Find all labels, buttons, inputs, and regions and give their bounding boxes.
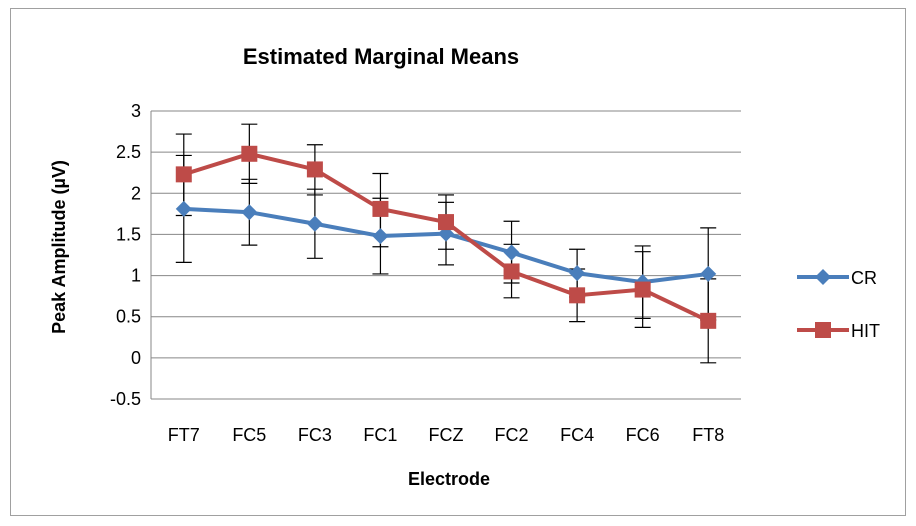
data-point-hit	[700, 312, 717, 329]
data-point-hit	[175, 166, 192, 183]
data-point-hit	[241, 145, 258, 162]
x-tick-label: FT7	[168, 425, 200, 445]
data-point-hit	[569, 287, 586, 304]
x-tick-label: FC4	[560, 425, 594, 445]
y-tick-label: 3	[131, 101, 141, 121]
series-lines	[175, 145, 717, 329]
data-point-hit	[634, 281, 651, 298]
legend-marker-cr	[815, 269, 831, 285]
x-tick-labels: FT7 FC5 FC3 FC1 FCZ FC2 FC4 FC6 FT8	[168, 425, 724, 445]
data-point-hit	[438, 214, 454, 231]
data-point-hit	[306, 161, 323, 178]
data-point-cr	[241, 204, 258, 221]
legend-label-cr: CR	[851, 268, 877, 288]
data-point-cr	[503, 244, 520, 261]
x-tick-label: FCZ	[429, 425, 464, 445]
y-tick-label: 0.5	[116, 307, 141, 327]
y-tick-label: 2.5	[116, 142, 141, 162]
x-tick-label: FT8	[692, 425, 724, 445]
x-tick-label: FC2	[495, 425, 529, 445]
y-tick-label: 1.5	[116, 224, 141, 244]
chart-svg: Estimated Marginal Means Electrode Peak …	[49, 44, 880, 489]
x-tick-label: FC5	[232, 425, 266, 445]
data-point-hit	[503, 263, 520, 280]
chart-area: Estimated Marginal Means Electrode Peak …	[10, 8, 906, 516]
legend-marker-hit	[815, 322, 831, 338]
legend-label-hit: HIT	[851, 321, 880, 341]
chart-title: Estimated Marginal Means	[243, 44, 519, 69]
y-tick-label: 1	[131, 266, 141, 286]
x-tick-label: FC6	[626, 425, 660, 445]
x-tick-label: FC1	[363, 425, 397, 445]
data-point-hit	[372, 200, 389, 217]
data-point-cr	[372, 228, 389, 245]
x-tick-label: FC3	[298, 425, 332, 445]
x-axis-title: Electrode	[408, 469, 490, 489]
y-tick-label: 0	[131, 348, 141, 368]
legend: CR HIT	[797, 268, 880, 341]
y-tick-label: 2	[131, 183, 141, 203]
data-point-cr	[175, 200, 192, 217]
y-tick-label: -0.5	[110, 389, 141, 409]
data-point-cr	[306, 215, 323, 232]
data-point-cr	[700, 265, 717, 282]
y-axis-title: Peak Amplitude (µV)	[49, 160, 69, 334]
data-point-cr	[569, 265, 586, 282]
y-tick-labels: -0.5 0 0.5 1 1.5 2 2.5 3	[110, 101, 141, 409]
